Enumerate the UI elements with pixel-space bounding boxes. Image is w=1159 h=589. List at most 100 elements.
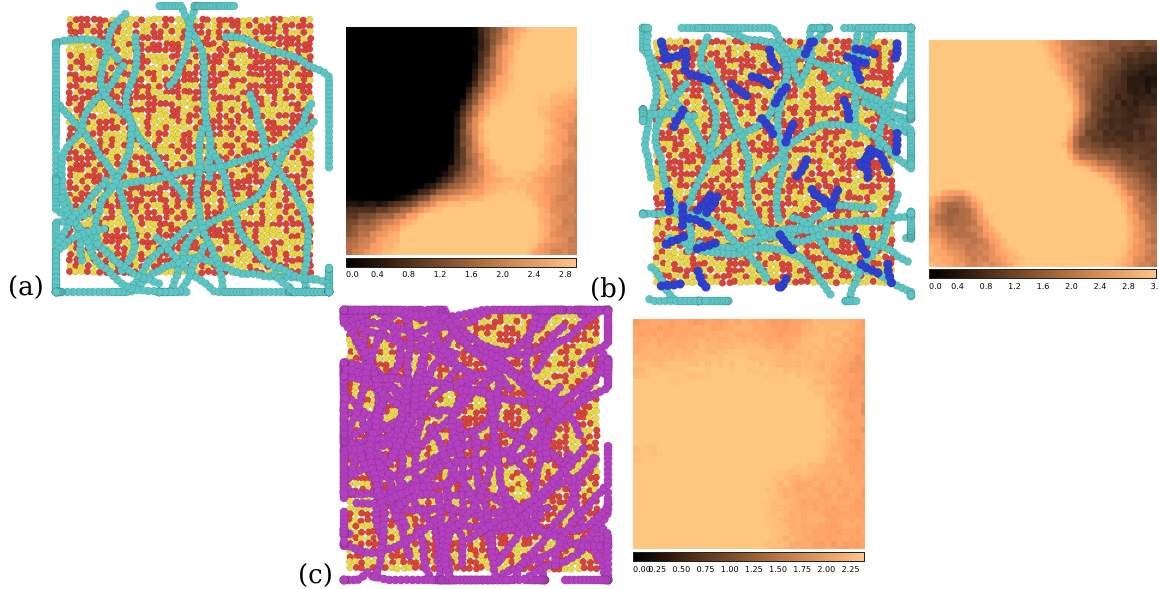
atom (79, 63, 87, 72)
atom (840, 23, 849, 33)
atom (718, 103, 726, 111)
atom (233, 106, 241, 114)
atom (252, 52, 261, 60)
atom (300, 35, 308, 43)
atom (263, 100, 272, 108)
atom (797, 110, 805, 118)
atom (737, 56, 745, 64)
atom (114, 220, 123, 228)
atom (257, 65, 265, 73)
atom (797, 61, 805, 69)
atom (730, 176, 739, 184)
atom (204, 22, 212, 30)
atom (198, 269, 206, 277)
atom (791, 205, 799, 213)
atom (838, 158, 847, 167)
atom (51, 176, 61, 186)
atom (718, 127, 726, 135)
atom (754, 97, 763, 106)
atom (713, 49, 721, 57)
atom (706, 266, 715, 274)
atom (845, 139, 853, 147)
atom (209, 69, 217, 77)
atom (307, 135, 315, 143)
atom (676, 266, 684, 274)
atom (881, 56, 889, 64)
colorbar-ticks-a: 0.0 0.4 0.8 1.2 1.6 2.0 2.4 2.8 (346, 270, 577, 280)
atom (875, 194, 883, 202)
atom (749, 115, 757, 123)
atom (869, 277, 877, 286)
atom (119, 124, 127, 133)
atom (306, 76, 314, 85)
atom (275, 191, 284, 199)
atom (257, 165, 265, 174)
atom (725, 151, 733, 159)
atom (288, 29, 296, 37)
atom (288, 93, 296, 101)
atom (718, 182, 727, 191)
atom (785, 199, 793, 207)
atom (162, 112, 171, 120)
atom (132, 153, 140, 161)
atom (786, 37, 794, 45)
atom (821, 133, 829, 142)
atom (95, 172, 103, 180)
atom (185, 147, 194, 155)
atom (707, 50, 715, 58)
atom (180, 202, 189, 210)
atom (162, 183, 170, 191)
atom (815, 104, 823, 112)
atom (221, 220, 229, 228)
atom (276, 57, 284, 66)
atom (137, 255, 146, 263)
atom (113, 243, 122, 251)
atom (222, 100, 230, 109)
panel-label-a: (a) (8, 272, 44, 302)
atom (180, 76, 189, 84)
atom (761, 193, 769, 202)
atom (288, 165, 296, 174)
atom (239, 52, 248, 60)
atom (155, 70, 163, 78)
atom (880, 38, 889, 46)
colorbar-a (346, 258, 577, 268)
atom (113, 34, 121, 42)
atom (277, 239, 285, 247)
atom (281, 124, 290, 132)
atom (731, 260, 739, 268)
atom (204, 267, 213, 275)
atom (102, 124, 110, 132)
atom (257, 57, 266, 65)
atom (821, 91, 829, 99)
atom (72, 184, 80, 192)
atom (790, 97, 798, 105)
atom (839, 146, 847, 154)
atom (671, 68, 679, 77)
atom (844, 193, 853, 201)
atom (826, 157, 835, 165)
atom (149, 189, 158, 198)
atom (658, 253, 666, 261)
atom (682, 163, 691, 171)
atom (233, 88, 242, 96)
atom (293, 244, 301, 252)
atom (880, 63, 889, 71)
atom (137, 16, 146, 24)
atom (269, 34, 278, 42)
atom (257, 34, 266, 42)
atom (222, 87, 230, 96)
atom (725, 271, 733, 279)
atom (233, 70, 241, 78)
atom (874, 182, 883, 191)
atom (833, 139, 841, 148)
atom (689, 151, 697, 159)
atom (754, 193, 762, 201)
atom (730, 158, 738, 166)
atom (844, 242, 852, 250)
atom (643, 23, 653, 33)
atom (252, 81, 260, 90)
atom (652, 229, 660, 237)
atom (216, 45, 224, 54)
atom (270, 57, 278, 65)
